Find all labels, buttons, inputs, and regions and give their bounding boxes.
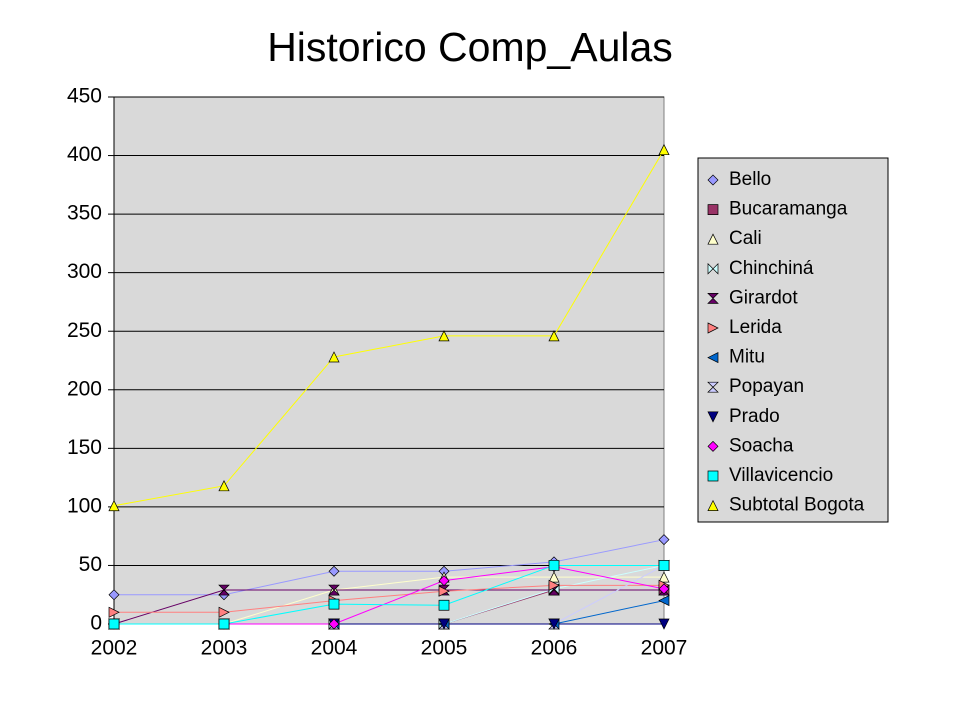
legend-label: Cali	[729, 228, 762, 249]
x-tick-label: 2004	[311, 637, 358, 660]
data-point	[438, 585, 450, 597]
data-point	[658, 534, 670, 546]
data-point	[548, 579, 560, 591]
y-tick-label: 350	[67, 202, 102, 225]
data-point	[108, 589, 120, 601]
data-point	[658, 560, 670, 571]
legend-marker	[707, 262, 719, 275]
legend-marker	[707, 352, 719, 364]
data-point	[108, 606, 120, 618]
legend-marker	[707, 440, 719, 452]
series-line	[113, 149, 665, 507]
data-point	[548, 618, 560, 630]
series-line	[114, 584, 664, 613]
legend-label: Popayan	[729, 376, 804, 397]
legend-marker	[707, 381, 719, 393]
data-point	[548, 571, 560, 583]
legend-marker	[707, 204, 719, 215]
legend-marker	[707, 322, 719, 334]
series-line	[114, 539, 665, 596]
data-point	[328, 351, 340, 363]
y-tick-label: 100	[67, 494, 102, 517]
data-point	[328, 618, 340, 630]
series-line	[113, 589, 664, 625]
legend-label: Chinchiná	[729, 258, 814, 279]
x-tick-label: 2005	[421, 637, 468, 660]
data-point	[328, 584, 340, 596]
data-point	[658, 583, 670, 595]
legend	[697, 157, 889, 523]
x-tick-label: 2002	[91, 637, 138, 660]
legend-marker	[707, 233, 719, 245]
data-point	[658, 143, 670, 156]
y-tick-label: 450	[67, 85, 102, 108]
data-point	[438, 599, 450, 611]
legend-label: Bello	[729, 169, 771, 190]
data-point	[218, 618, 230, 630]
legend-marker	[707, 470, 719, 482]
data-point	[438, 330, 450, 342]
plot-area	[113, 96, 665, 625]
y-tick-label: 300	[67, 260, 102, 283]
legend-label: Girardot	[729, 287, 798, 308]
data-point	[548, 330, 560, 342]
data-point	[658, 595, 670, 607]
y-tick-label: 250	[67, 319, 102, 342]
y-tick-label: 150	[67, 436, 102, 459]
data-point	[438, 575, 450, 587]
data-point	[218, 584, 230, 596]
y-tick-label: 200	[67, 377, 102, 400]
legend-label: Prado	[729, 406, 780, 427]
data-point	[218, 606, 230, 618]
legend-marker	[707, 411, 719, 423]
x-tick-label: 2003	[201, 637, 248, 660]
legend-marker	[707, 293, 719, 304]
data-point	[658, 571, 670, 583]
x-tick-label: 2006	[531, 637, 578, 660]
legend-marker	[707, 499, 719, 511]
legend-label: Lerida	[729, 317, 782, 338]
data-point	[438, 618, 450, 630]
data-point	[218, 480, 230, 492]
data-point	[108, 618, 120, 630]
y-tick-label: 50	[79, 553, 102, 576]
chart-title: Historico Comp_Aulas	[267, 24, 673, 70]
data-point	[108, 499, 120, 512]
data-point	[328, 598, 340, 610]
data-point	[658, 618, 670, 630]
legend-label: Soacha	[729, 435, 794, 456]
legend-label: Villavicencio	[729, 465, 833, 486]
x-tick-label: 2007	[641, 637, 688, 660]
y-tick-label: 400	[67, 143, 102, 166]
series-line	[114, 564, 664, 625]
data-point	[328, 565, 340, 577]
legend-label: Mitu	[729, 347, 765, 368]
y-tick-label: 0	[90, 612, 102, 635]
legend-label: Bucaramanga	[729, 199, 848, 220]
legend-label: Subtotal Bogota	[729, 495, 865, 516]
legend-marker	[707, 174, 719, 186]
data-point	[548, 560, 560, 571]
